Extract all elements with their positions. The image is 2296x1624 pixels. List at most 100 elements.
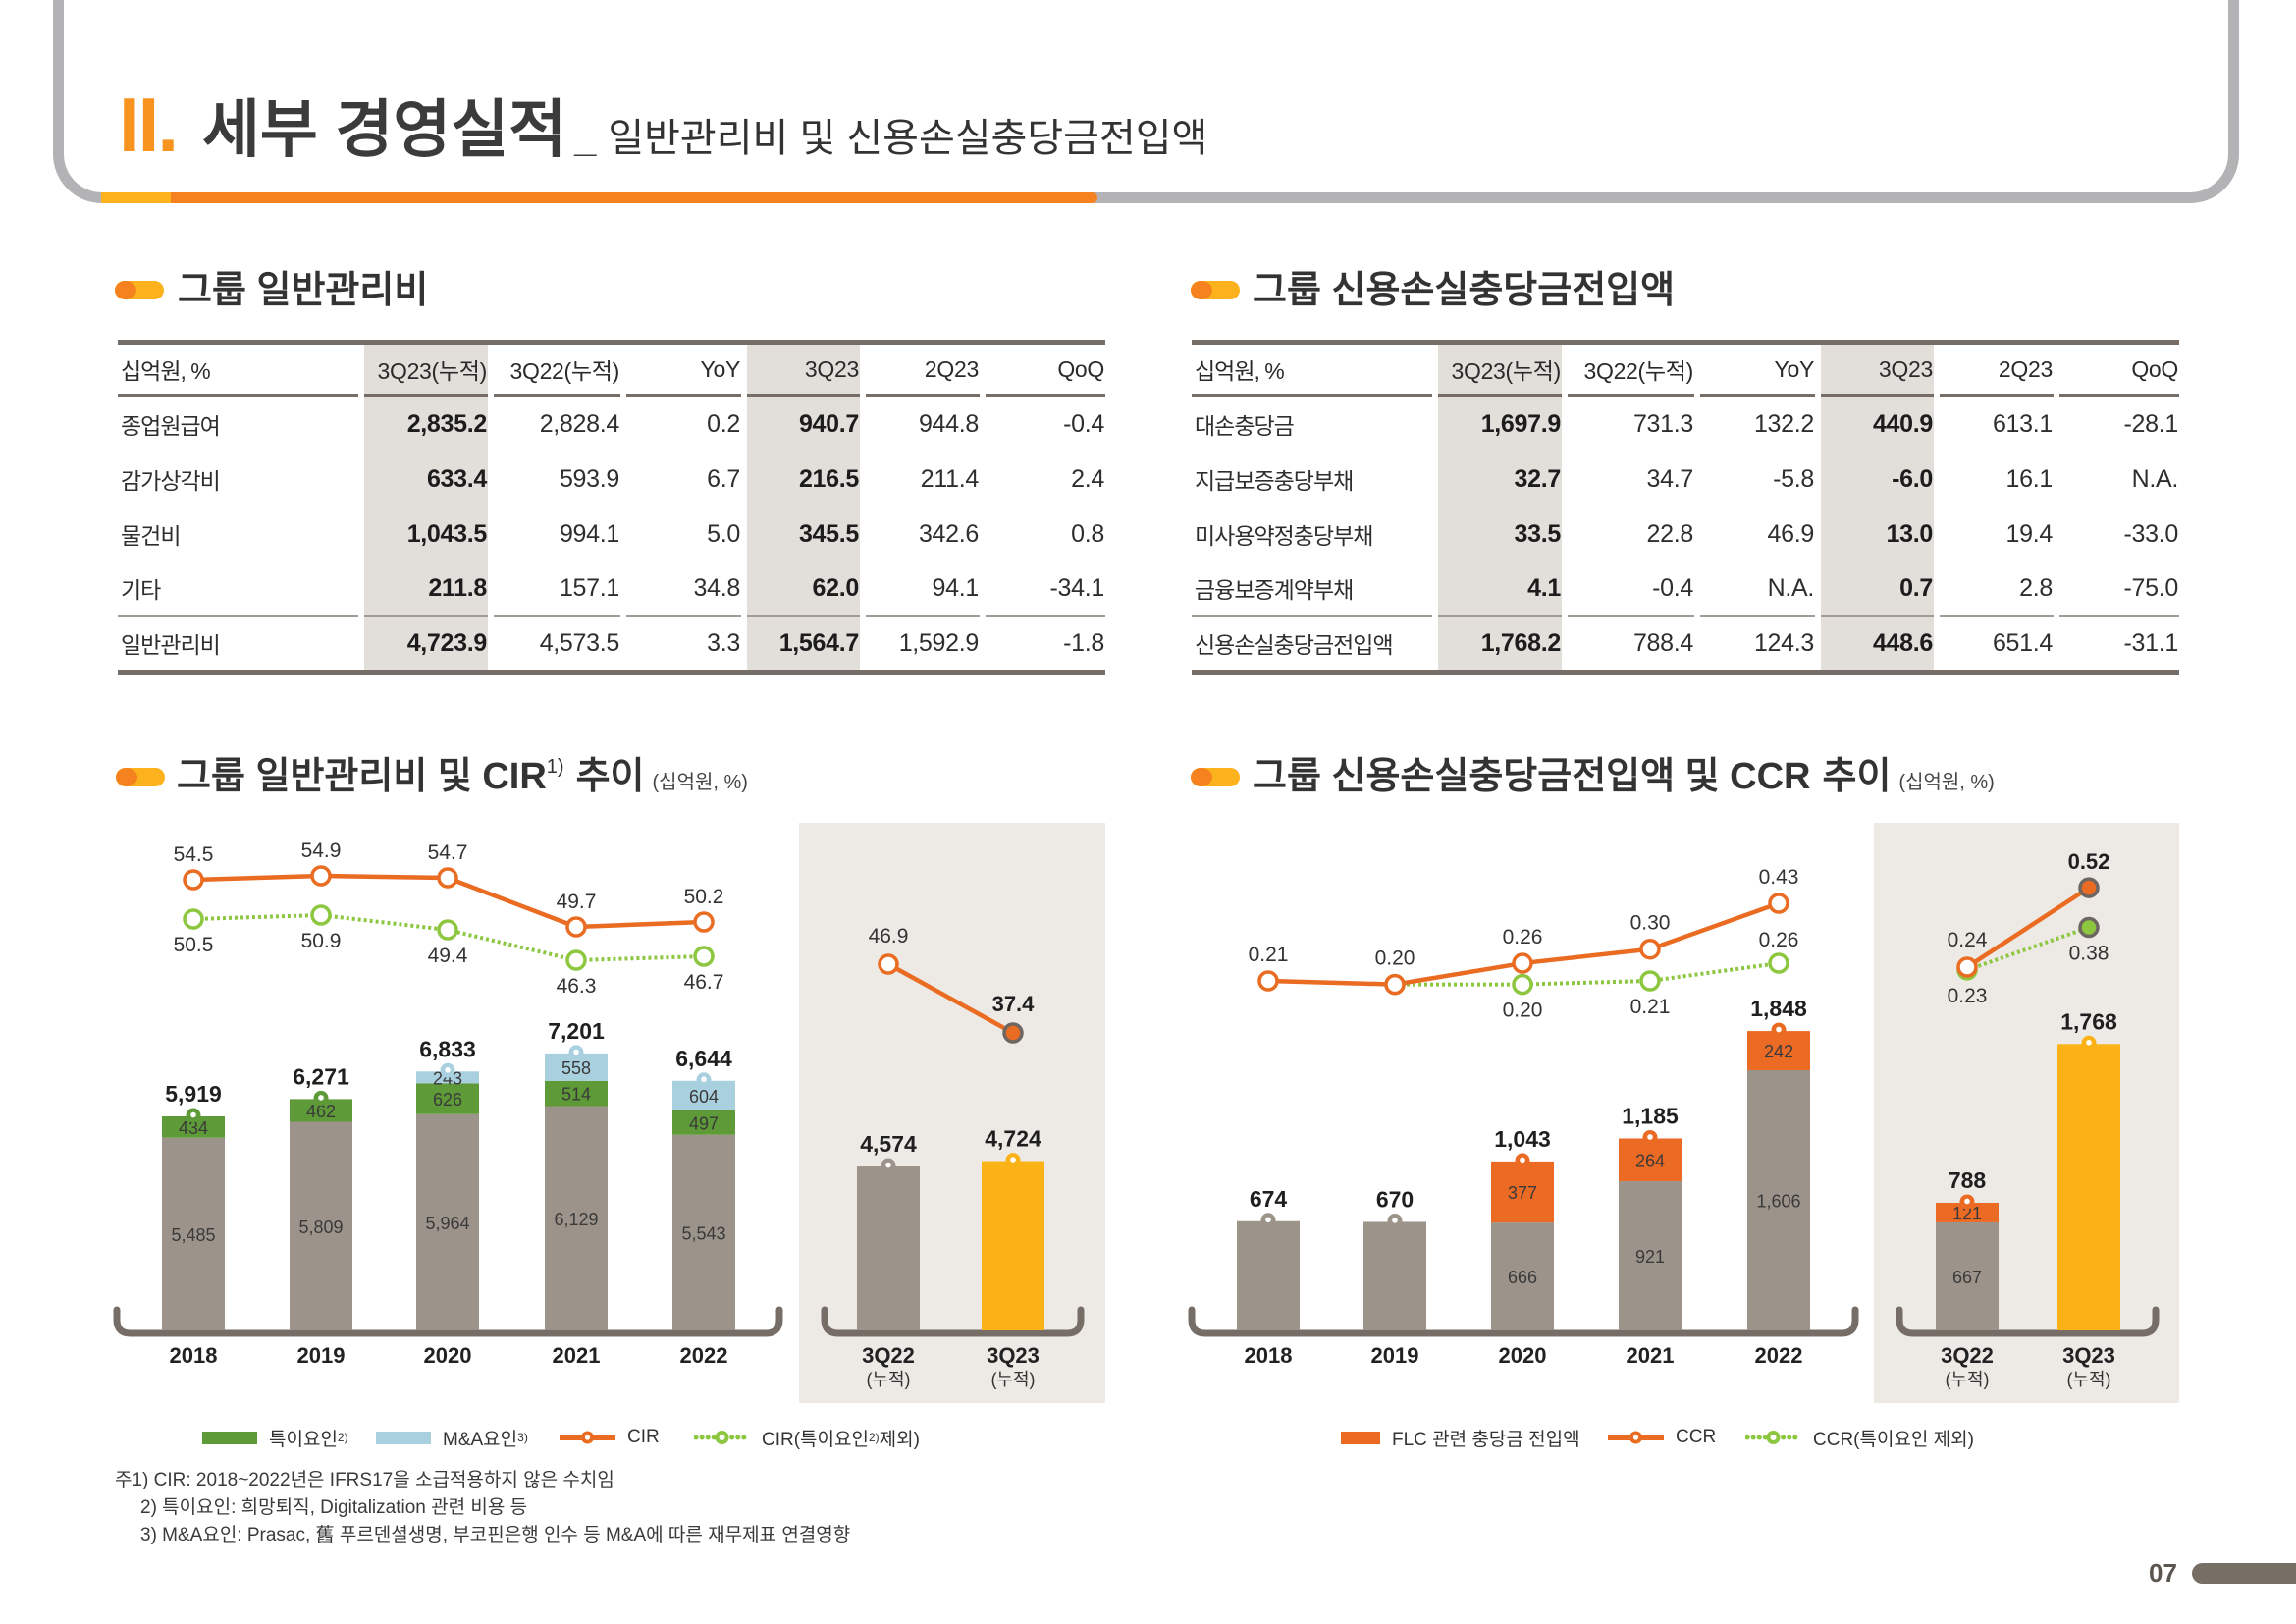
bar-hanger-hole (318, 1095, 324, 1101)
bar-segment-label: 264 (1635, 1151, 1665, 1170)
bar-segment-label: 514 (561, 1085, 591, 1105)
legend-swatch-icon (202, 1431, 257, 1444)
cell-qoq: 2.4 (1071, 464, 1104, 493)
cell-yoy: N.A. (1700, 562, 1815, 617)
bar-total-label: 674 (1250, 1186, 1288, 1212)
category-label: 3Q23 (2062, 1343, 2115, 1368)
point-marker-cir-ex (310, 904, 332, 926)
section-bullet-icon (115, 281, 164, 299)
cell-2q23: 211.4 (920, 464, 980, 493)
chart-unit: (십억원, %) (1898, 772, 1995, 793)
bar-hanger-hole (2086, 1039, 2092, 1046)
cell-yoy: 5.0 (707, 519, 740, 548)
bar-segment-label: 666 (1508, 1268, 1537, 1287)
point-marker-ccr (1512, 952, 1533, 974)
line-ccr (1965, 886, 2091, 969)
point-label-cir: 54.5 (174, 843, 214, 866)
category-label: 3Q22 (1941, 1343, 1994, 1368)
column-header-3q22-cum: 3Q22(누적) (494, 345, 620, 397)
footnote-1: 주1) CIR: 2018~2022년은 IFRS17을 소급적용하지 않은 수… (115, 1470, 614, 1490)
bar-segment-base (672, 1134, 735, 1330)
point-label-ccr: 0.21 (1249, 944, 1289, 966)
point-marker-ccr (2078, 877, 2100, 898)
column-header-3q23-cum: 3Q23(누적) (1438, 345, 1562, 397)
bar-segment-cum-3q23 (982, 1161, 1044, 1330)
total-cell-yoy: 3.3 (707, 628, 740, 657)
table-row: 지급보증충당부채 32.7 34.7 -5.8 -6.0 16.1 N.A. (1192, 452, 2179, 507)
point-marker-cir (183, 869, 204, 891)
cell-yoy: 132.2 (1753, 409, 1814, 438)
point-marker-cir (565, 916, 587, 938)
column-header-unit: 십억원, % (1192, 345, 1432, 397)
table-row: 금융보증계약부채 4.1 -0.4 N.A. 0.7 2.8 -75.0 (1192, 562, 2179, 617)
total-row-label: 신용손실충당금전입액 (1195, 632, 1394, 658)
point-label-ccr: 0.52 (2068, 849, 2110, 874)
point-label-cir: 37.4 (992, 992, 1036, 1016)
bar-hanger-hole (1776, 1026, 1782, 1033)
cell-yoy: 46.9 (1767, 519, 1815, 548)
row-label: 금융보증계약부채 (1192, 562, 1432, 617)
legend-label: CIR(특이요인 (762, 1429, 869, 1450)
bar-segment-fl (1619, 1138, 1682, 1182)
provision-ccr-chart: 674 2018 670 2019 666 377 1,043 2020 921 264 1,185… (1188, 823, 2179, 1403)
chart-unit: (십억원, %) (652, 772, 748, 793)
category-label: 2022 (680, 1343, 728, 1368)
side-panel-axis-bracket (821, 1306, 1085, 1337)
row-label: 감가상각비 (121, 468, 221, 494)
bar-segment-label: 604 (689, 1087, 719, 1107)
cell-2q23: 19.4 (2005, 519, 2054, 548)
bar-segment-special (545, 1080, 608, 1107)
point-marker-ccr (1257, 970, 1279, 992)
legend-label: CIR (627, 1427, 660, 1447)
cell-qoq: -75.0 (2059, 562, 2179, 617)
bar-segment-label: 121 (1952, 1204, 1982, 1223)
bar-segment-label: 921 (1635, 1247, 1665, 1267)
column-header-qoq: QoQ (2059, 345, 2179, 397)
category-label: 2019 (1371, 1343, 1419, 1368)
point-label-ccr-ex: 0.20 (1503, 1000, 1543, 1022)
category-sublabel: (누적) (2066, 1370, 2110, 1389)
point-label-cir: 49.7 (557, 891, 597, 913)
legend-label: 특이요인 (269, 1429, 338, 1450)
total-cell-3q23: 1,564.7 (747, 617, 860, 670)
total-cell-3q22-cum: 788.4 (1632, 628, 1693, 657)
row-label: 종업원급여 (121, 413, 221, 439)
header-frame (53, 0, 2239, 203)
point-marker-cir (437, 867, 458, 889)
table-row: 기타 211.8 157.1 34.8 62.0 94.1 -34.1 (118, 562, 1105, 617)
cell-qoq: -33.0 (2123, 519, 2179, 548)
cell-3q23-cum: 4.1 (1438, 562, 1562, 617)
point-marker-ccr-ex (2078, 916, 2100, 939)
column-header-2q23: 2Q23 (1940, 345, 2054, 397)
bar-segment-base (290, 1121, 352, 1330)
total-cell-3q23: 448.6 (1821, 617, 1934, 670)
cell-3q23: 13.0 (1821, 507, 1934, 562)
point-marker-ccr-ex (1768, 952, 1789, 974)
cell-3q23: 345.5 (747, 507, 860, 562)
bar-segment-special (162, 1116, 225, 1138)
table-row: 대손충당금 1,697.9 731.3 132.2 440.9 613.1 -28.1 (1192, 397, 2179, 452)
point-marker-ccr (1956, 956, 1978, 978)
title-separator: _ (574, 117, 597, 160)
point-marker-ccr (1639, 938, 1661, 960)
section-bullet-icon (1191, 768, 1240, 786)
bar-segment-label: 5,809 (298, 1218, 343, 1237)
point-label-cir: 50.2 (684, 886, 724, 908)
cell-qoq: -34.1 (986, 562, 1105, 617)
bar-total-label: 788 (1949, 1167, 1987, 1193)
cell-3q23-cum: 633.4 (364, 452, 488, 507)
cell-3q23-cum: 211.8 (364, 562, 488, 617)
bar-segment-label: 6,129 (554, 1210, 598, 1229)
bar-total-label: 4,574 (860, 1131, 917, 1157)
point-marker-ccr (1384, 973, 1406, 996)
bar-segment-base (1619, 1181, 1682, 1330)
bar-segment-base (1363, 1221, 1426, 1330)
legend-item-cir-excl-special: CIR(특이요인 2) 제외) (694, 1425, 920, 1450)
bar-segment-special (416, 1083, 479, 1114)
line-ccr-ex (1966, 925, 2090, 972)
page-title: II. 세부 경영실적 _ 일반관리비 및 신용손실충당금전입액 (119, 86, 1207, 163)
chart-title: 그룹 일반관리비 및 CIR (177, 756, 547, 797)
cell-yoy: -5.8 (1773, 464, 1814, 493)
cell-3q22-cum: 157.1 (494, 562, 620, 617)
